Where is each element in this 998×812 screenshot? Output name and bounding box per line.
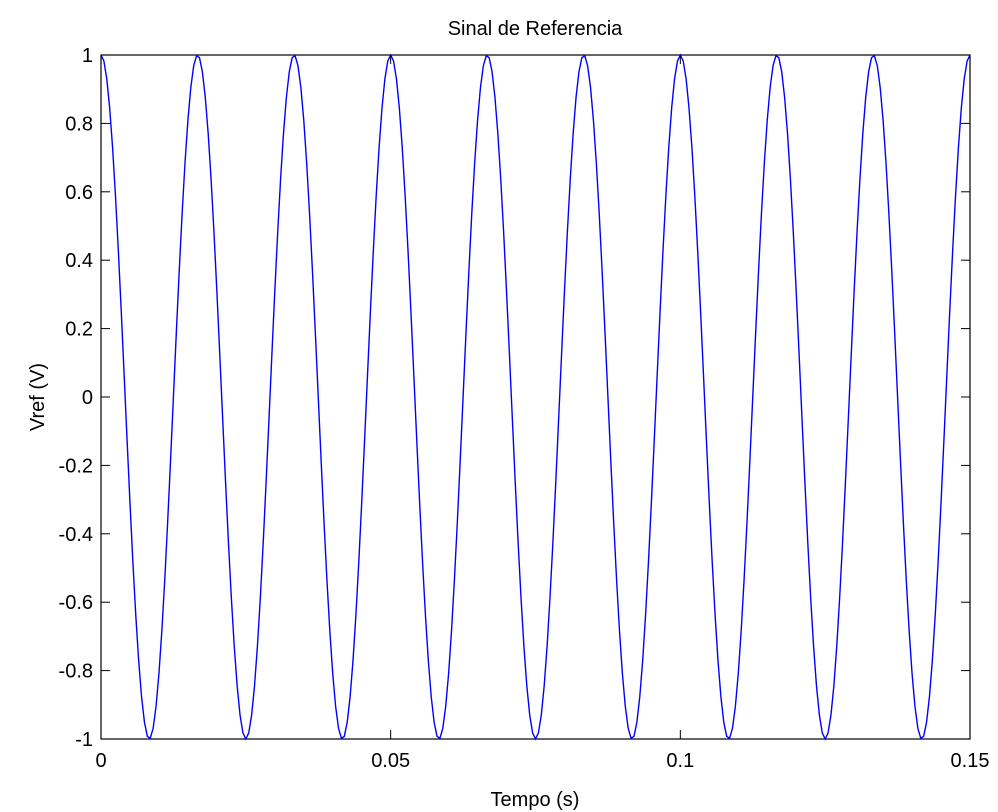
chart-title: Sinal de Referencia bbox=[448, 18, 623, 40]
y-tick-label: -0.8 bbox=[59, 661, 93, 683]
y-axis-label: Vref (V) bbox=[27, 363, 49, 431]
y-tick-label: 0.6 bbox=[65, 182, 93, 204]
y-tick-label: 0 bbox=[82, 387, 93, 409]
y-tick-label: 0.4 bbox=[65, 250, 93, 272]
axes-box bbox=[100, 54, 971, 740]
x-tick-label: 0.15 bbox=[951, 750, 990, 772]
x-tick-label: 0.1 bbox=[666, 750, 694, 772]
y-tick-label: -0.4 bbox=[59, 524, 93, 546]
y-tick-label: -0.2 bbox=[59, 455, 93, 477]
y-tick-label: -0.6 bbox=[59, 592, 93, 614]
x-axis-label: Tempo (s) bbox=[491, 789, 580, 811]
y-tick-label: 0.2 bbox=[65, 319, 93, 341]
x-tick-label: 0 bbox=[95, 750, 106, 772]
x-tick-label: 0.05 bbox=[371, 750, 410, 772]
plot-area: 0 0.05 0.1 0.15 -1 -0.8 -0.6 -0.4 -0.2 0 0.2 0.4 0.6… bbox=[59, 45, 990, 772]
series-line-0 bbox=[100, 53, 971, 741]
y-tick-label: 1 bbox=[82, 45, 93, 67]
y-tick-label: 0.8 bbox=[65, 113, 93, 135]
y-tick-label: -1 bbox=[75, 729, 93, 751]
